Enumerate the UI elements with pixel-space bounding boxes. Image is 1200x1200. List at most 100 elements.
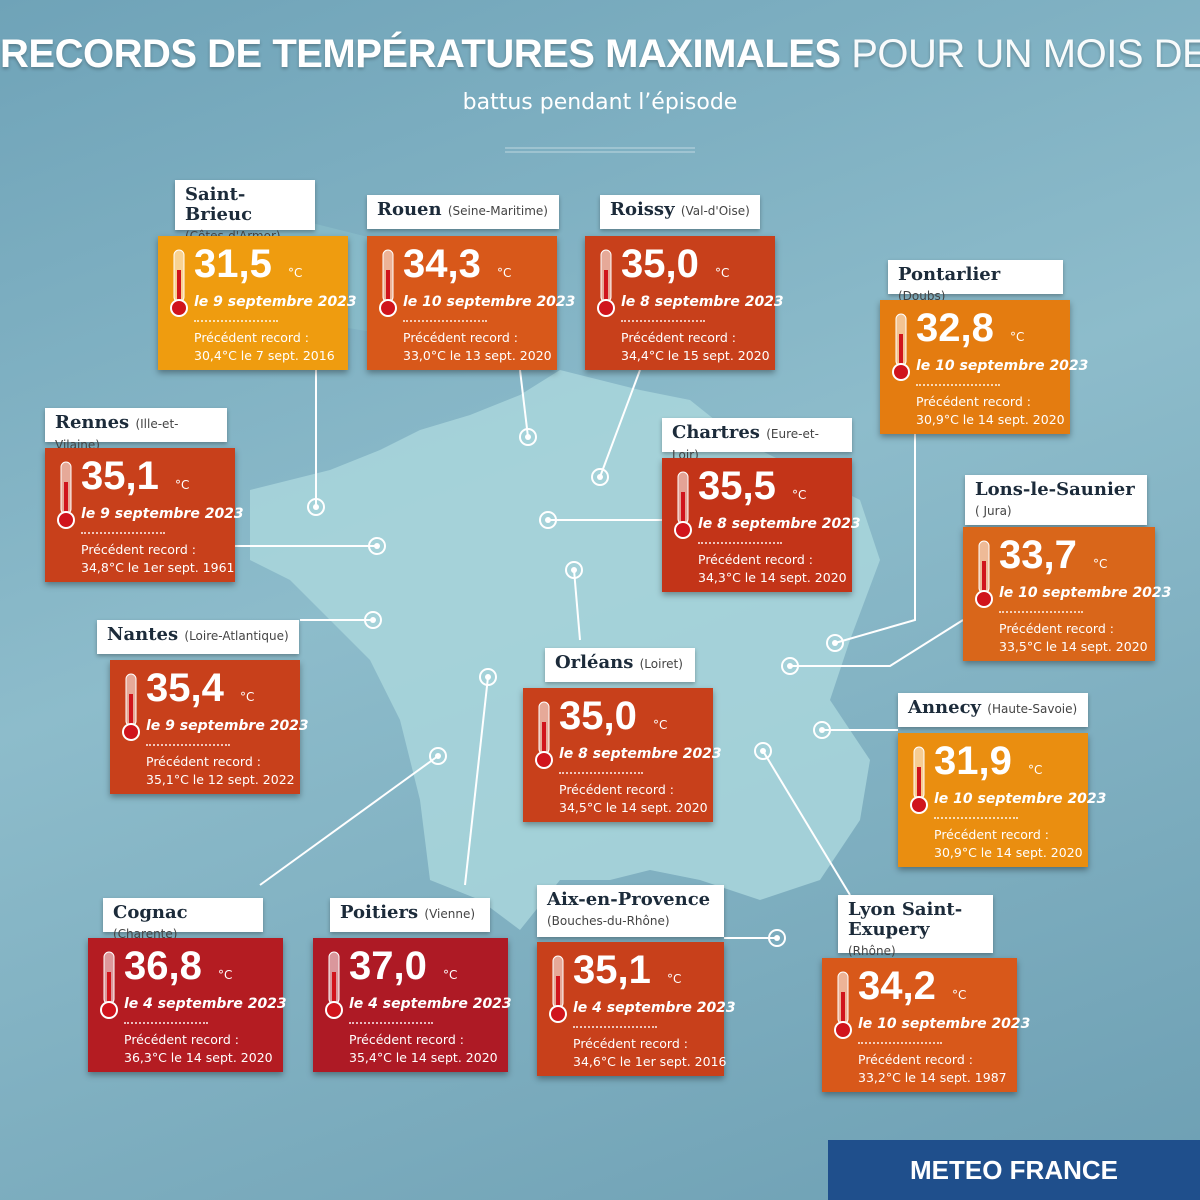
previous-record: 33,5°C le 14 sept. 2020 — [999, 639, 1148, 654]
record-card: 35,0 °C le 8 septembre 2023 Précédent recor… — [585, 236, 784, 370]
pointer-line — [464, 676, 489, 886]
previous-label: Précédent record : — [559, 782, 674, 797]
department: (Haute-Savoie) — [987, 702, 1078, 716]
pointer-dot — [787, 663, 793, 669]
unit: °C — [288, 266, 303, 280]
city-label: Nantes (Loire-Atlantique) — [97, 620, 299, 654]
thermo-bulb — [535, 751, 553, 769]
record-date: le 10 septembre 2023 — [999, 585, 1172, 601]
pointer-ring — [768, 929, 786, 947]
thermometer-icon — [122, 673, 140, 741]
record-card: 34,2 °C le 10 septembre 2023 Précédent reco… — [822, 958, 1030, 1092]
city-label: Chartres (Eure-et-Loir) — [662, 418, 852, 462]
previous-record: 36,3°C le 14 sept. 2020 — [124, 1050, 273, 1065]
department: (Seine-Maritime) — [447, 204, 548, 218]
record-date: le 4 septembre 2023 — [124, 996, 287, 1012]
city: Lyon Saint-Exupery — [848, 899, 963, 940]
separator — [999, 611, 1083, 613]
record-date: le 9 septembre 2023 — [194, 294, 357, 310]
department: (Loire-Atlantique) — [184, 629, 289, 643]
thermo-bulb — [57, 511, 75, 529]
separator — [194, 320, 278, 322]
pointer-line — [790, 619, 964, 667]
thermo-fill — [982, 561, 986, 597]
unit: °C — [1010, 330, 1025, 344]
pointer-dot — [370, 617, 376, 623]
city: Chartres — [672, 422, 760, 443]
city-label: Roissy (Val-d'Oise) — [600, 195, 760, 229]
record-card: 35,1 °C le 9 septembre 2023 Précédent recor… — [45, 448, 244, 582]
record-card: 37,0 °C le 4 septembre 2023 Précédent recor… — [313, 938, 512, 1072]
thermo-bulb — [100, 1001, 118, 1019]
thermo-fill — [917, 767, 921, 803]
thermo-fill — [332, 972, 336, 1008]
record-date: le 8 septembre 2023 — [621, 294, 784, 310]
previous-record: 34,5°C le 14 sept. 2020 — [559, 800, 708, 815]
separator — [403, 320, 487, 322]
pointer-line — [834, 434, 916, 644]
thermometer-icon — [325, 951, 343, 1019]
record-value: 37,0 — [349, 944, 427, 988]
pointer-line — [762, 750, 851, 896]
department: (Charente) — [113, 927, 178, 941]
thermo-bulb — [549, 1005, 567, 1023]
record-card: 35,1 °C le 4 septembre 2023 Précédent recor… — [537, 942, 736, 1076]
previous-label: Précédent record : — [916, 394, 1031, 409]
thermometer-icon — [892, 313, 910, 381]
thermometer-icon — [834, 971, 852, 1039]
sea-decoration — [505, 147, 695, 153]
pointer-ring — [539, 511, 557, 529]
thermo-bulb — [975, 590, 993, 608]
record-date: le 10 septembre 2023 — [858, 1016, 1031, 1032]
pointer-ring — [591, 468, 609, 486]
record-date: le 8 septembre 2023 — [698, 516, 861, 532]
separator — [559, 772, 643, 774]
pointer-dot — [485, 674, 491, 680]
record-value: 32,8 — [916, 306, 994, 350]
city: Aix-en-Provence — [547, 889, 711, 910]
record-date: le 10 septembre 2023 — [916, 358, 1089, 374]
city: Lons-le-Saunier — [975, 479, 1135, 500]
record-value: 31,5 — [194, 242, 272, 286]
unit: °C — [443, 968, 458, 982]
pointer-ring — [781, 657, 799, 675]
thermo-fill — [107, 972, 111, 1008]
previous-label: Précédent record : — [573, 1036, 688, 1051]
thermo-fill — [386, 270, 390, 306]
record-card: 31,9 °C le 10 septembre 2023 Précédent reco… — [898, 733, 1106, 867]
record-value: 35,1 — [573, 948, 651, 992]
thermo-fill — [542, 722, 546, 758]
city-label: Lyon Saint-Exupery (Rhône) — [838, 895, 993, 958]
department: (Bouches-du-Rhône) — [547, 914, 670, 928]
thermo-fill — [64, 482, 68, 518]
pointer-ring — [813, 721, 831, 739]
separator — [124, 1022, 208, 1024]
pointer-dot — [571, 567, 577, 573]
pointer-line — [259, 755, 439, 886]
city-label: Lons-le-Saunier ( Jura) — [965, 475, 1147, 525]
previous-record: 30,9°C le 14 sept. 2020 — [916, 412, 1065, 427]
record-value: 34,2 — [858, 964, 936, 1008]
previous-record: 34,3°C le 14 sept. 2020 — [698, 570, 847, 585]
city-label: Aix-en-Provence (Bouches-du-Rhône) — [537, 885, 724, 937]
pointer-line — [573, 569, 581, 641]
department: (Loiret) — [639, 657, 683, 671]
thermo-bulb — [379, 299, 397, 317]
pointer-dot — [832, 640, 838, 646]
city: Nantes — [107, 624, 179, 645]
record-value: 35,0 — [621, 242, 699, 286]
unit: °C — [240, 690, 255, 704]
separator — [621, 320, 705, 322]
pointer-ring — [307, 498, 325, 516]
previous-label: Précédent record : — [858, 1052, 973, 1067]
pointer-ring — [565, 561, 583, 579]
previous-record: 34,4°C le 15 sept. 2020 — [621, 348, 770, 363]
separator — [916, 384, 1000, 386]
record-card: 33,7 °C le 10 septembre 2023 Précédent reco… — [963, 527, 1171, 661]
previous-label: Précédent record : — [194, 330, 309, 345]
pointer-dot — [435, 753, 441, 759]
record-value: 34,3 — [403, 242, 481, 286]
city-label: Annecy (Haute-Savoie) — [898, 693, 1088, 727]
pointer-ring — [519, 428, 537, 446]
